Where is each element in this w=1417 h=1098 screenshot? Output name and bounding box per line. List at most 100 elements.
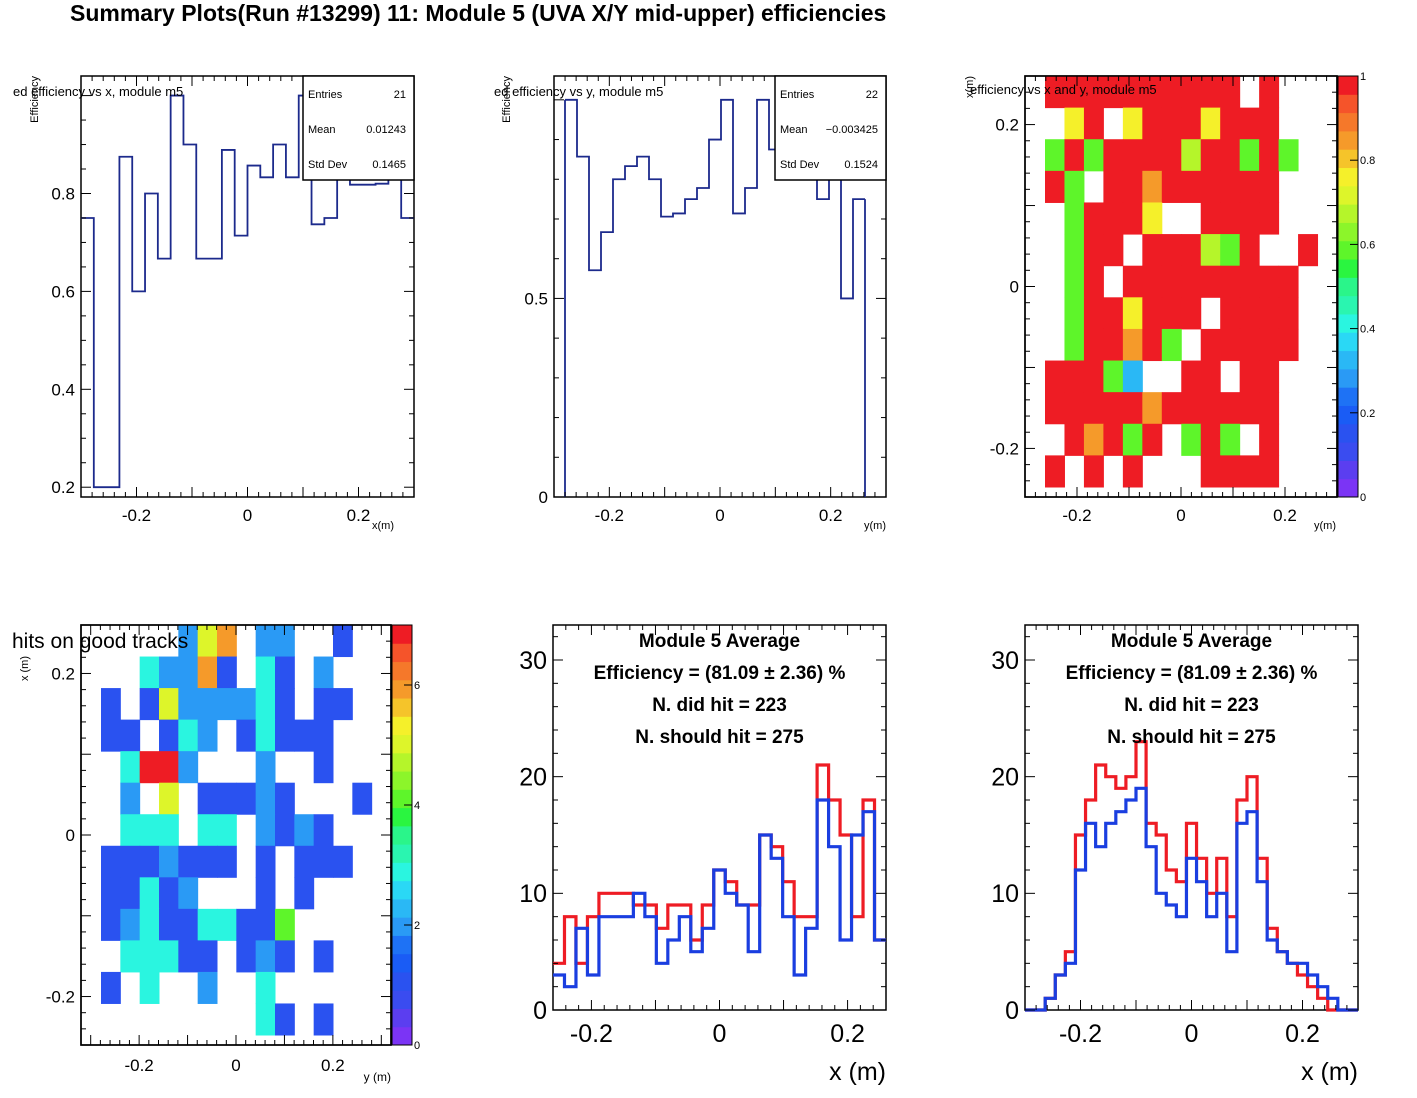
colorbar-tick-label: 0.8 — [1360, 155, 1375, 167]
heatmap-cell — [1083, 328, 1104, 362]
x-tick-label: 0 — [1185, 1020, 1199, 1048]
x-axis-label: x (m) — [829, 1058, 886, 1086]
heatmap-cell — [1239, 297, 1260, 330]
plot-efficiency-vs-x-and-y[interactable]: -0.2 0 0.2 -0.2 0 0.2 0 0.2 0.4 0.6 0.8 1 efficiency… — [964, 71, 1375, 532]
x-tick-label: 0 — [713, 1020, 727, 1048]
heatmap-cell — [1083, 265, 1104, 298]
chart-title: ed efficiency vs y, module m5 — [494, 84, 663, 99]
heatmap-cell — [217, 814, 237, 847]
heatmap-cell — [255, 625, 276, 658]
colorbar-swatch — [1338, 259, 1358, 278]
stats-box — [774, 75, 887, 181]
heatmap-cell — [236, 719, 257, 752]
heatmap-cell — [120, 845, 141, 878]
plot-hits-on-good-tracks[interactable]: -0.2 0 0.2 -0.2 0 0.2 0 2 4 6 hits on good tracks y… — [12, 624, 420, 1084]
y-tick-label: 0.5 — [524, 289, 548, 308]
heatmap-cell — [1064, 423, 1085, 456]
plot-frame — [552, 624, 887, 1011]
heatmap-cell — [217, 625, 237, 658]
plot-module-average-x[interactable]: -0.2 0 0.2 0 10 20 30 Module 5 Average Efficienc… — [991, 624, 1359, 1086]
x-tick-label: -0.2 — [1062, 506, 1091, 525]
heatmap-cell — [1200, 455, 1221, 488]
heatmap-cell — [1083, 455, 1104, 488]
heatmap-cell — [197, 688, 218, 721]
heatmap-cell — [1064, 202, 1085, 235]
heatmap-cell — [139, 656, 160, 689]
heatmap-cell — [197, 940, 218, 973]
heatmap-cell — [1200, 423, 1221, 456]
heatmap-cell — [1220, 76, 1241, 109]
heatmap-cell — [1064, 328, 1085, 362]
heatmap-cell — [1161, 76, 1182, 109]
colorbar-frame — [1337, 75, 1359, 498]
heatmap-cell — [1122, 107, 1143, 140]
heatmap-cell — [255, 1003, 276, 1036]
colorbar-swatch — [1338, 478, 1358, 498]
heatmap-cell — [120, 877, 141, 910]
colorbar-swatch — [392, 789, 412, 809]
y-tick-label: 0.2 — [995, 116, 1019, 135]
heatmap-cell — [1239, 234, 1260, 267]
y-tick-label: 0.2 — [51, 664, 75, 683]
heatmap-cell — [1239, 328, 1260, 362]
heatmap-cell — [139, 940, 160, 973]
colorbar-swatch — [1338, 222, 1358, 242]
heatmap-cell — [1181, 423, 1202, 456]
x-axis-label: y(m) — [864, 520, 886, 532]
chart-title: ed efficiency vs x, module m5 — [13, 84, 183, 99]
heatmap-cell — [275, 782, 295, 815]
colorbar-swatch — [392, 953, 412, 973]
heatmap-cell — [1064, 392, 1085, 425]
heatmap-cell — [1181, 234, 1202, 267]
plot-module-average-y[interactable]: -0.2 0 0.2 0 10 20 30 Module 5 Average Efficienc… — [519, 624, 887, 1086]
colorbar-swatch — [392, 625, 412, 644]
stats-entries-value: 21 — [394, 89, 406, 101]
heatmap-cell — [1045, 139, 1065, 172]
plot-frame — [1024, 624, 1359, 1011]
heatmap-cell — [1181, 76, 1202, 109]
x-tick-label: 0.2 — [347, 506, 371, 525]
page-title: Summary Plots(Run #13299) 11: Module 5 (… — [70, 0, 887, 26]
heatmap-cell — [1220, 455, 1241, 488]
y-tick-label: 20 — [991, 763, 1019, 791]
colorbar-tick-label: 0 — [1360, 492, 1366, 504]
plot-efficiency-vs-y[interactable]: -0.2 0 0.2 0 0.5 ed efficiency vs y, module m… — [494, 75, 887, 532]
heatmap-cell — [1103, 297, 1124, 330]
heatmap-cell — [178, 688, 199, 721]
plot-efficiency-vs-x[interactable]: -0.2 0 0.2 0.2 0.4 0.6 0.8 ed efficiency vs x, … — [13, 75, 415, 532]
colorbar-swatch — [1338, 130, 1358, 150]
colorbar-swatch — [1338, 204, 1358, 223]
y-tick-label: 10 — [991, 880, 1019, 908]
heatmap-cell — [1161, 107, 1182, 140]
heatmap-cell — [1142, 423, 1163, 456]
heatmap-cell — [1103, 392, 1124, 425]
heatmap-cell — [275, 688, 295, 721]
heatmap-cell — [1103, 170, 1124, 203]
heatmap-cell — [1278, 139, 1299, 172]
x-tick-label: 0.2 — [1273, 506, 1297, 525]
heatmap-cell — [120, 782, 141, 815]
heatmap-cell — [313, 845, 334, 878]
y-tick-label: 20 — [519, 763, 547, 791]
heatmap-cell — [159, 814, 179, 847]
colorbar-swatch — [392, 1026, 412, 1046]
colorbar-swatch — [392, 990, 412, 1009]
y-tick-label: 30 — [991, 647, 1019, 675]
heatmap-cell — [1122, 76, 1143, 109]
stats-mean-label: Mean — [780, 124, 808, 136]
heatmap-cell — [1278, 328, 1299, 362]
heatmap-cell — [1122, 139, 1143, 172]
heatmap-cell — [178, 908, 199, 941]
heatmap-cell — [1064, 297, 1085, 330]
heatmap-cell — [1103, 202, 1124, 235]
heatmap-cell — [197, 625, 218, 658]
y-tick-label: 0.8 — [51, 184, 75, 203]
heatmap-cell — [294, 719, 315, 752]
heatmap-cell — [217, 845, 237, 878]
heatmap-cell — [255, 845, 276, 878]
heatmap-cell — [1122, 202, 1143, 235]
heatmap-cell — [197, 719, 218, 752]
average-line4: N. should hit = 275 — [635, 727, 804, 748]
colorbar-swatch — [1338, 423, 1358, 443]
heatmap-cell — [313, 719, 334, 752]
